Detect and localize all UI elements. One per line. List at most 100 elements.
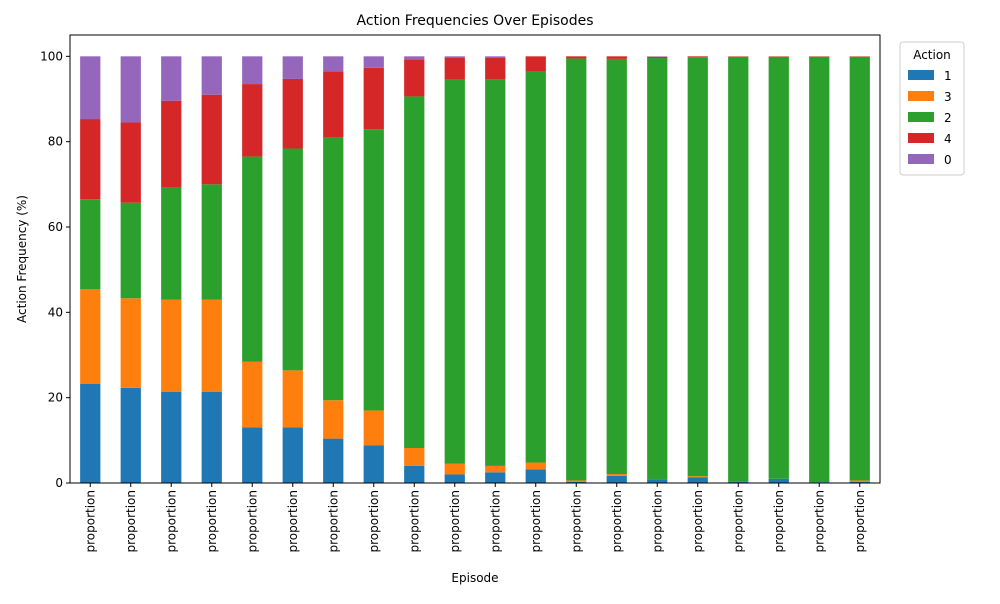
bar-segment-action-2 — [80, 199, 100, 289]
bar-segment-action-0 — [121, 56, 141, 122]
legend-swatch-action-3 — [908, 91, 934, 101]
bar-segment-action-0 — [161, 56, 181, 100]
bar-segment-action-1 — [607, 476, 627, 483]
bar-segment-action-3 — [688, 476, 708, 477]
bar-segment-action-4 — [202, 95, 222, 185]
bar-segment-action-4 — [283, 79, 303, 149]
bar-segment-action-2 — [607, 59, 627, 474]
bar-segment-action-0 — [364, 56, 384, 68]
x-tick-label: proportion — [488, 490, 502, 553]
x-tick-label: proportion — [164, 490, 178, 553]
bar-segment-action-2 — [566, 58, 586, 480]
bar-segment-action-3 — [607, 474, 627, 476]
bar-segment-action-2 — [404, 96, 424, 448]
x-tick-label: proportion — [124, 490, 138, 553]
bar-segment-action-3 — [364, 410, 384, 445]
bar-segment-action-1 — [647, 480, 667, 483]
x-axis: proportion proportion proportion proportion… — [83, 483, 867, 553]
chart-title: Action Frequencies Over Episodes — [357, 13, 594, 29]
bar-segment-action-1 — [688, 477, 708, 483]
bar-segment-action-2 — [485, 79, 505, 466]
bar-segment-action-1 — [80, 384, 100, 483]
x-tick-label: proportion — [812, 490, 826, 553]
y-tick-label: 40 — [48, 305, 63, 319]
bar-segment-action-0 — [485, 56, 505, 57]
bar-segment-action-3 — [242, 362, 262, 428]
bar-segment-action-3 — [323, 400, 343, 438]
legend-label-action-3: 3 — [944, 90, 952, 104]
bar-segment-action-2 — [161, 188, 181, 300]
x-tick-label: proportion — [448, 490, 462, 553]
bar-segment-action-3 — [850, 480, 870, 481]
x-tick-label: proportion — [853, 490, 867, 553]
bar-segment-action-4 — [161, 101, 181, 188]
bar-segment-action-1 — [161, 392, 181, 483]
bar-segment-action-3 — [283, 370, 303, 427]
legend-swatch-action-1 — [908, 70, 934, 80]
x-tick-label: proportion — [326, 490, 340, 553]
bar-segment-action-4 — [445, 58, 465, 80]
x-tick-label: proportion — [610, 490, 624, 553]
bar-segment-action-2 — [526, 72, 546, 463]
bar-segment-action-2 — [769, 57, 789, 479]
bar-segment-action-1 — [404, 466, 424, 483]
x-tick-label: proportion — [529, 490, 543, 553]
x-tick-label: proportion — [286, 490, 300, 553]
bar-segment-action-4 — [121, 122, 141, 202]
bar-segment-action-4 — [242, 84, 262, 157]
x-axis-label: Episode — [451, 571, 498, 585]
bar-segment-action-1 — [323, 439, 343, 483]
bar-segment-action-4 — [647, 57, 667, 58]
bar-segment-action-4 — [80, 119, 100, 199]
bar-segment-action-4 — [566, 56, 586, 58]
y-tick-label: 0 — [55, 476, 63, 490]
bar-segment-action-0 — [242, 56, 262, 84]
bar-segment-action-2 — [728, 57, 748, 482]
bar-segment-action-1 — [364, 445, 384, 483]
y-tick-label: 80 — [48, 135, 63, 149]
bar-segment-action-1 — [485, 472, 505, 483]
bar-segment-action-2 — [364, 129, 384, 410]
legend-label-action-4: 4 — [944, 132, 952, 146]
y-tick-label: 100 — [40, 49, 63, 63]
x-tick-label: proportion — [691, 490, 705, 553]
bar-segment-action-0 — [202, 56, 222, 94]
legend-label-action-0: 0 — [944, 153, 952, 167]
bar-segment-action-3 — [404, 448, 424, 466]
bar-segment-action-2 — [323, 137, 343, 400]
bar-segment-action-1 — [283, 428, 303, 483]
bar-segment-action-3 — [80, 289, 100, 384]
bar-segment-action-1 — [242, 428, 262, 483]
legend-swatch-action-2 — [908, 112, 934, 122]
x-tick-label: proportion — [731, 490, 745, 553]
legend-label-action-1: 1 — [944, 69, 952, 83]
bar-segment-action-2 — [809, 57, 829, 482]
bar-segment-action-0 — [323, 56, 343, 71]
bar-segment-action-3 — [566, 480, 586, 481]
bar-segment-action-4 — [364, 68, 384, 129]
plot-area — [80, 56, 870, 483]
bar-segment-action-2 — [202, 184, 222, 299]
x-tick-label: proportion — [407, 490, 421, 553]
legend-label-action-2: 2 — [944, 111, 952, 125]
bar-segment-action-4 — [485, 58, 505, 80]
plot-frame — [70, 35, 880, 483]
bar-segment-action-1 — [526, 469, 546, 483]
bar-segment-action-0 — [80, 56, 100, 119]
bar-segment-action-3 — [202, 300, 222, 392]
bar-segment-action-0 — [445, 56, 465, 57]
x-tick-label: proportion — [650, 490, 664, 553]
y-tick-label: 20 — [48, 391, 63, 405]
bar-segment-action-2 — [850, 57, 870, 481]
bar-segment-action-3 — [445, 464, 465, 475]
x-tick-label: proportion — [245, 490, 259, 553]
bar-segment-action-3 — [485, 466, 505, 472]
bar-segment-action-4 — [688, 56, 708, 57]
bar-segment-action-2 — [647, 58, 667, 480]
x-tick-label: proportion — [772, 490, 786, 553]
bar-segment-action-4 — [526, 56, 546, 71]
bar-segment-action-3 — [121, 298, 141, 388]
